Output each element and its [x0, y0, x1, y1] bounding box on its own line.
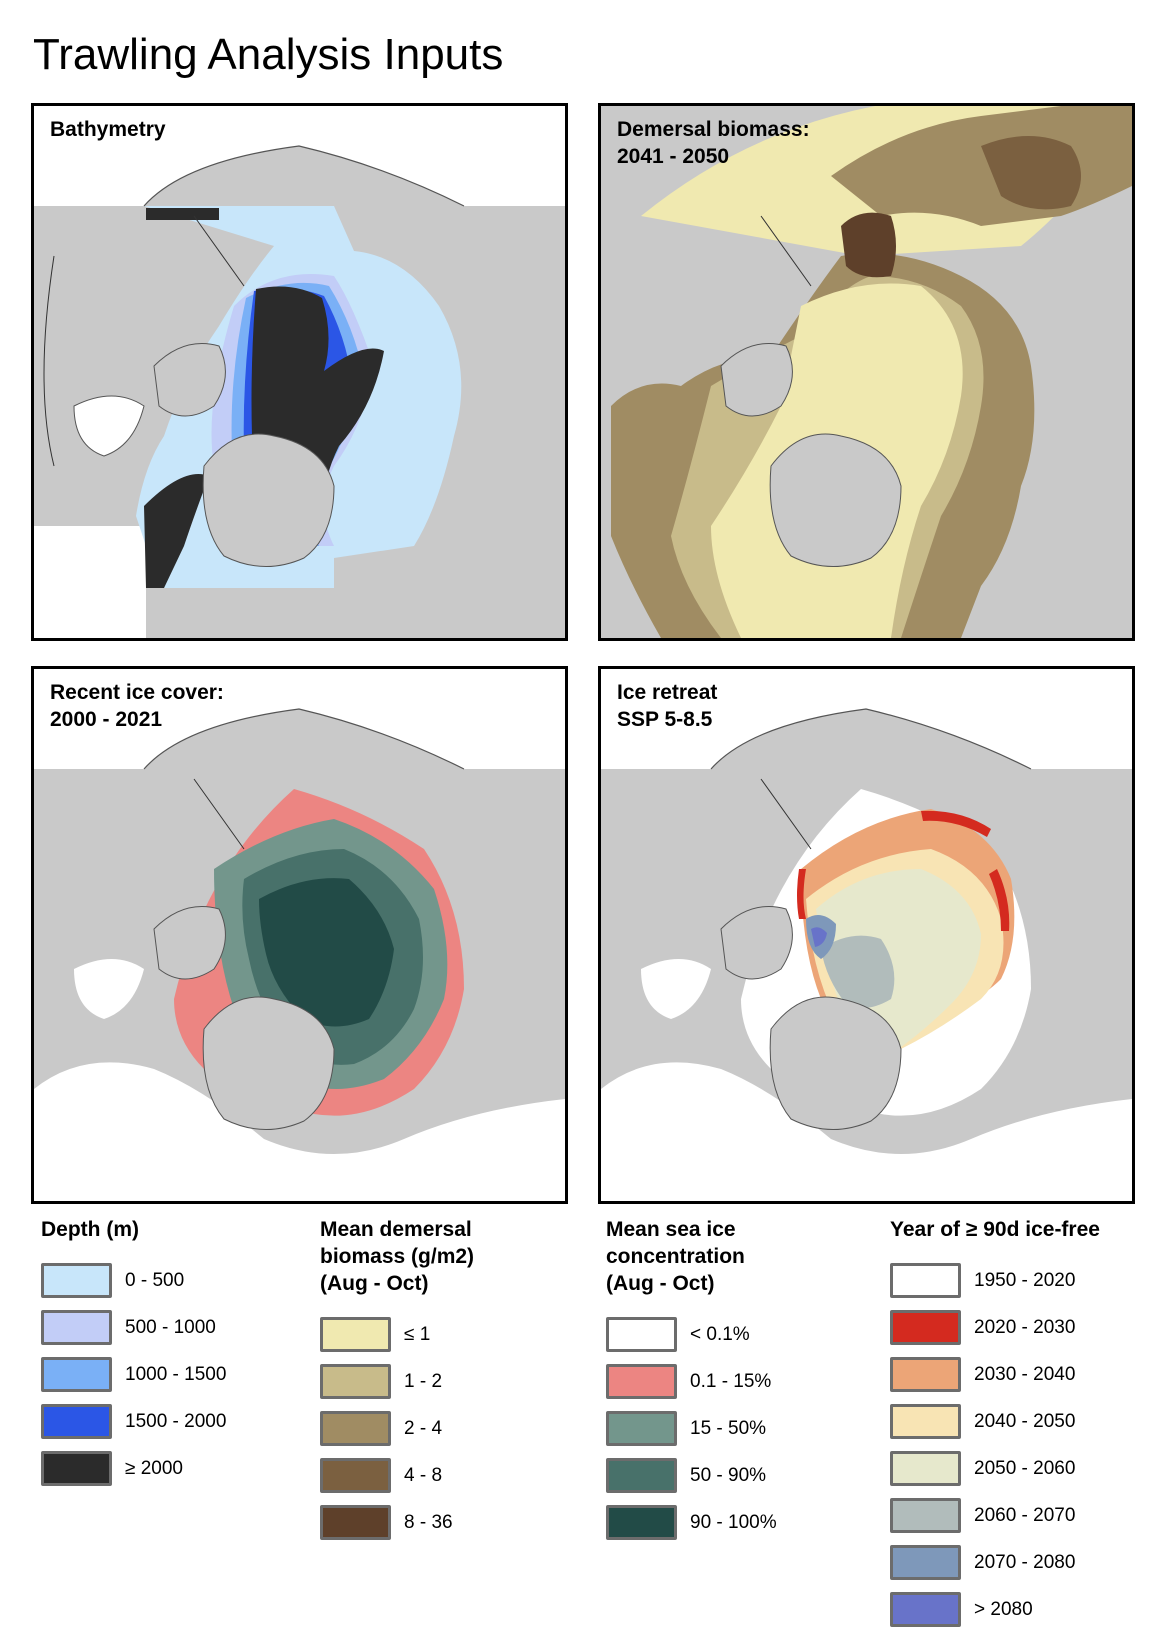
legend-item: 2050 - 2060 [890, 1445, 1100, 1492]
legend-swatch [41, 1357, 112, 1392]
legend-label: ≥ 2000 [125, 1457, 183, 1479]
legend-label: 2020 - 2030 [974, 1316, 1076, 1338]
bathymetry-map-graphic [34, 106, 565, 638]
legend-item: 1000 - 1500 [41, 1351, 226, 1398]
legend-label: 0.1 - 15% [690, 1370, 772, 1392]
biomass-legend: Mean demersal biomass (g/m2) (Aug - Oct)… [320, 1216, 474, 1546]
legend-item: 50 - 90% [606, 1452, 777, 1499]
ice-concentration-legend: Mean sea ice concentration (Aug - Oct) <… [606, 1216, 777, 1546]
legend-swatch [890, 1451, 961, 1486]
depth-legend: Depth (m) 0 - 500 500 - 1000 1000 - 1500 15… [41, 1216, 226, 1492]
legend-label: 15 - 50% [690, 1417, 767, 1439]
legend-label: 500 - 1000 [125, 1316, 216, 1338]
legend-swatch [41, 1263, 112, 1298]
legend-item: 2070 - 2080 [890, 1539, 1100, 1586]
legend-title: Mean demersal biomass (g/m2) (Aug - Oct) [320, 1218, 475, 1295]
legend-item: 2030 - 2040 [890, 1351, 1100, 1398]
legend-item: 15 - 50% [606, 1405, 777, 1452]
legend-label: 90 - 100% [690, 1511, 777, 1533]
ice-cover-map: Recent ice cover: 2000 - 2021 [31, 666, 568, 1204]
legend-label: 2060 - 2070 [974, 1504, 1076, 1526]
legend-items: < 0.1% 0.1 - 15% 15 - 50% 50 - 90% 90 - 100% [606, 1311, 777, 1546]
bathymetry-map: Bathymetry [31, 103, 568, 641]
legend-swatch [890, 1545, 961, 1580]
legend-swatch [606, 1364, 677, 1399]
legend-swatch [606, 1411, 677, 1446]
legend-label: 1950 - 2020 [974, 1269, 1076, 1291]
legend-items: 0 - 500 500 - 1000 1000 - 1500 1500 - 2000 ≥… [41, 1257, 226, 1492]
legend-title: Year of ≥ 90d ice-free [890, 1218, 1100, 1241]
ice-cover-map-graphic [34, 669, 565, 1201]
legend-swatch [320, 1364, 391, 1399]
ice-retreat-map-graphic [601, 669, 1132, 1201]
ice-retreat-map: Ice retreat SSP 5-8.5 [598, 666, 1135, 1204]
legend-item: 500 - 1000 [41, 1304, 226, 1351]
legend-label: 8 - 36 [404, 1511, 453, 1533]
legend-swatch [320, 1458, 391, 1493]
legend-item: 2060 - 2070 [890, 1492, 1100, 1539]
legend-item: 2040 - 2050 [890, 1398, 1100, 1445]
legend-label: 1000 - 1500 [125, 1363, 227, 1385]
ice-free-year-legend: Year of ≥ 90d ice-free 1950 - 2020 2020 -… [890, 1216, 1100, 1633]
legend-label: 50 - 90% [690, 1464, 767, 1486]
legend-items: 1950 - 2020 2020 - 2030 2030 - 2040 2040 - … [890, 1257, 1100, 1633]
legend-item: 2 - 4 [320, 1405, 474, 1452]
legend-label: 1 - 2 [404, 1370, 443, 1392]
page-title: Trawling Analysis Inputs [33, 30, 504, 79]
legend-swatch [320, 1317, 391, 1352]
map-title: Ice retreat SSP 5-8.5 [617, 681, 718, 731]
legend-item: 4 - 8 [320, 1452, 474, 1499]
biomass-map: Demersal biomass: 2041 - 2050 [598, 103, 1135, 641]
map-title: Bathymetry [50, 118, 166, 141]
legend-title: Depth (m) [41, 1218, 139, 1241]
legend-label: > 2080 [974, 1598, 1033, 1620]
legend-swatch [606, 1505, 677, 1540]
legend-swatch [890, 1263, 961, 1298]
legend-swatch [890, 1498, 961, 1533]
legend-item: 1950 - 2020 [890, 1257, 1100, 1304]
legend-items: ≤ 1 1 - 2 2 - 4 4 - 8 8 - 36 [320, 1311, 474, 1546]
legend-item: 1500 - 2000 [41, 1398, 226, 1445]
map-title: Recent ice cover: 2000 - 2021 [50, 681, 224, 731]
legend-swatch [606, 1317, 677, 1352]
legend-item: ≤ 1 [320, 1311, 474, 1358]
legend-swatch [41, 1310, 112, 1345]
legend-item: 0 - 500 [41, 1257, 226, 1304]
legend-label: 0 - 500 [125, 1269, 185, 1291]
legend-item: 0.1 - 15% [606, 1358, 777, 1405]
legend-item: < 0.1% [606, 1311, 777, 1358]
biomass-map-graphic [601, 106, 1132, 638]
legend-item: 8 - 36 [320, 1499, 474, 1546]
legend-swatch [606, 1458, 677, 1493]
legend-label: 2040 - 2050 [974, 1410, 1076, 1432]
legend-label: 4 - 8 [404, 1464, 443, 1486]
legend-swatch [41, 1451, 112, 1486]
legend-item: 2020 - 2030 [890, 1304, 1100, 1351]
legend-swatch [890, 1404, 961, 1439]
legend-label: 2050 - 2060 [974, 1457, 1076, 1479]
legend-item: ≥ 2000 [41, 1445, 226, 1492]
legend-label: < 0.1% [690, 1323, 750, 1345]
legend-label: 2 - 4 [404, 1417, 443, 1439]
legend-item: 90 - 100% [606, 1499, 777, 1546]
legend-label: ≤ 1 [404, 1323, 431, 1345]
legend-swatch [890, 1357, 961, 1392]
legend-label: 2070 - 2080 [974, 1551, 1076, 1573]
legend-swatch [320, 1411, 391, 1446]
legend-title: Mean sea ice concentration (Aug - Oct) [606, 1218, 745, 1295]
legend-swatch [320, 1505, 391, 1540]
legend-swatch [890, 1592, 961, 1627]
legend-swatch [890, 1310, 961, 1345]
map-title: Demersal biomass: 2041 - 2050 [617, 118, 810, 168]
legend-swatch [41, 1404, 112, 1439]
legend-label: 2030 - 2040 [974, 1363, 1076, 1385]
legend-label: 1500 - 2000 [125, 1410, 227, 1432]
legend-item: 1 - 2 [320, 1358, 474, 1405]
legend-item: > 2080 [890, 1586, 1100, 1633]
